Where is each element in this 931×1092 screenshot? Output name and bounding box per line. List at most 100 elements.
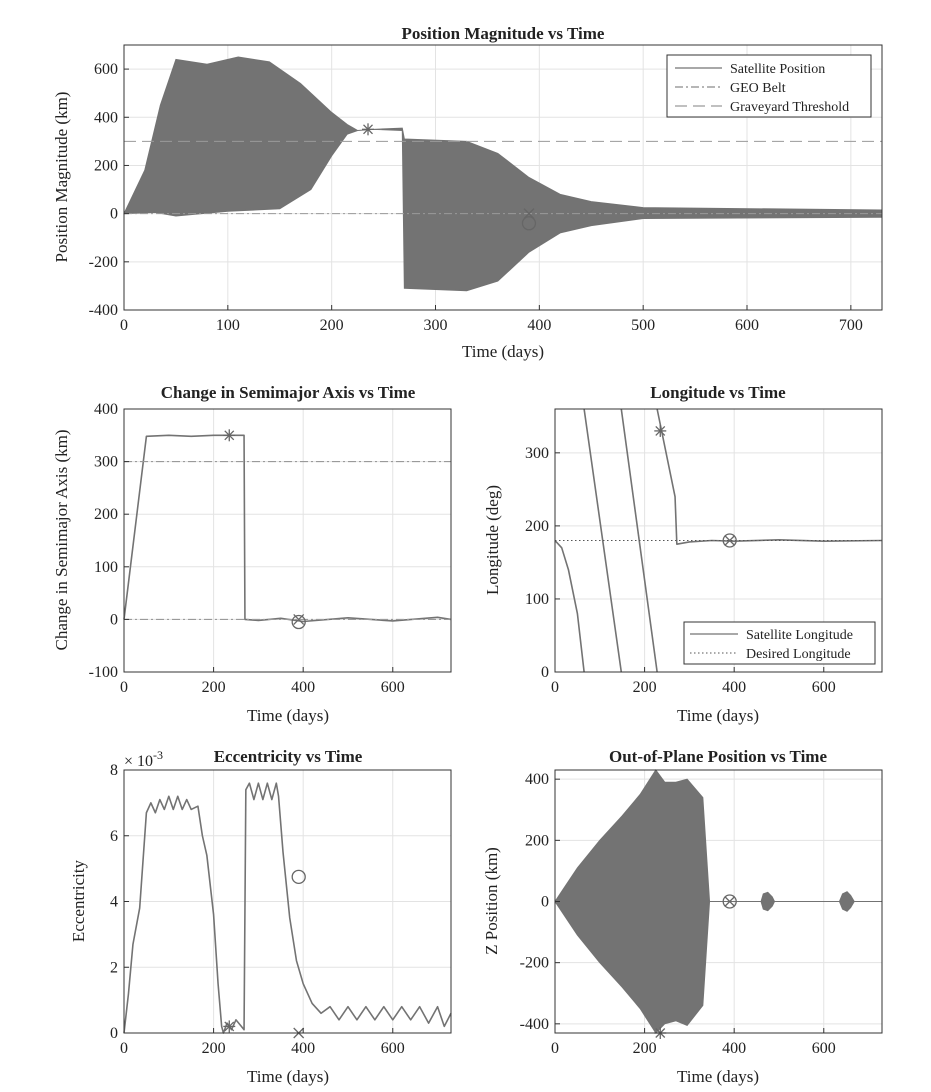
series-line-satellite-longitude: [583, 408, 623, 673]
marker-asterisk: [654, 424, 667, 437]
y-tick-label: 200: [94, 506, 118, 523]
y-tick-label: 0: [541, 894, 549, 911]
x-tick-label: 200: [633, 1040, 657, 1057]
y-tick-label: 100: [94, 559, 118, 576]
marker-x: [724, 535, 736, 546]
x-tick-label: 0: [120, 317, 128, 334]
x-tick-label: 300: [424, 317, 448, 334]
marker-circle: [291, 869, 306, 884]
x-tick-label: 700: [839, 317, 863, 334]
legend-label-satellite-position: Satellite Position: [730, 62, 825, 77]
x-tick-label: 400: [291, 679, 315, 696]
legend-label-graveyard-threshold: Graveyard Threshold: [730, 100, 849, 115]
y-axis-label: Longitude (deg): [483, 485, 502, 595]
x-tick-label: 200: [202, 679, 226, 696]
legend: Satellite Position GEO Belt Graveyard Th…: [666, 54, 872, 118]
plot-area: [554, 769, 882, 1039]
series-band-satellite-position: [123, 56, 883, 292]
series-band-series: [760, 891, 776, 912]
plot-area: [123, 782, 452, 1039]
x-tick-label: 600: [381, 679, 405, 696]
tick-labels: 0 200 400 600 -400 -200 0 200 400: [520, 771, 836, 1057]
x-tick-label: 0: [120, 1040, 128, 1057]
y-axis-label: Position Magnitude (km): [52, 92, 71, 263]
y-tick-label: 200: [525, 518, 549, 535]
y-axis-exponent: × 10-3: [124, 748, 163, 770]
marker-asterisk: [362, 123, 375, 136]
y-tick-label: -400: [520, 1016, 549, 1033]
marker-circle: [291, 614, 306, 630]
y-tick-label: 0: [110, 206, 118, 223]
chart-title: Out-of-Plane Position vs Time: [609, 747, 827, 766]
x-tick-label: 100: [216, 317, 240, 334]
y-tick-label: -400: [89, 302, 118, 319]
x-tick-label: 400: [722, 1040, 746, 1057]
axes-frame: [554, 408, 883, 673]
series-line-series: [123, 782, 452, 1034]
y-tick-label: -200: [89, 254, 118, 271]
marker-x: [724, 896, 736, 907]
axes-frame: [123, 408, 452, 673]
y-axis-label: Z Position (km): [482, 847, 501, 955]
y-tick-label: 6: [110, 828, 118, 845]
chart-outofplane: 0 200 400 600 -400 -200 0 200 400 Out-of-Plane P…: [482, 747, 883, 1086]
chart-title: Change in Semimajor Axis vs Time: [161, 383, 416, 402]
axes-frame: [123, 44, 883, 311]
marker-circle: [722, 894, 737, 909]
x-tick-label: 0: [120, 679, 128, 696]
tick-labels: 0 200 400 600 0 100 200 300: [525, 445, 836, 696]
chart-title: Longitude vs Time: [650, 383, 786, 402]
marker-circle: [722, 533, 737, 548]
legend-label-satellite-longitude: Satellite Longitude: [746, 628, 853, 643]
chart-title: Position Magnitude vs Time: [402, 24, 605, 43]
y-tick-label: 300: [525, 445, 549, 462]
x-tick-label: 200: [633, 679, 657, 696]
x-tick-label: 600: [812, 679, 836, 696]
x-axis-label: Time (days): [247, 706, 329, 725]
series-line-satellite-longitude: [656, 408, 883, 545]
y-axis-label: Eccentricity: [69, 859, 88, 942]
x-tick-label: 400: [722, 679, 746, 696]
exponent-base: × 10: [124, 753, 153, 770]
y-tick-label: 0: [110, 1025, 118, 1042]
x-tick-label: 600: [735, 317, 759, 334]
series-line-series: [123, 434, 452, 623]
x-tick-label: 600: [812, 1040, 836, 1057]
legend-label-geo-belt: GEO Belt: [730, 81, 786, 96]
y-tick-label: 0: [110, 611, 118, 628]
x-tick-label: 0: [551, 1040, 559, 1057]
y-tick-label: 200: [94, 157, 118, 174]
chart-title: Eccentricity vs Time: [214, 747, 363, 766]
plot-area: [554, 408, 883, 673]
legend-label-desired-longitude: Desired Longitude: [746, 647, 851, 662]
chart-eccentricity: 0 200 400 600 0 2 4 6 8 Eccentricity vs Time × 1…: [69, 747, 452, 1086]
x-axis-label: Time (days): [677, 706, 759, 725]
marker-asterisk: [223, 1020, 236, 1033]
x-tick-label: 600: [381, 1040, 405, 1057]
marker-circle: [521, 216, 537, 231]
y-tick-label: 0: [541, 664, 549, 681]
legend: Satellite Longitude Desired Longitude: [683, 621, 876, 665]
series-band-series: [838, 891, 855, 912]
chart-longitude: 0 200 400 600 0 100 200 300 Longitude vs Time T…: [483, 383, 883, 725]
y-tick-label: 400: [94, 109, 118, 126]
y-tick-label: -100: [89, 664, 118, 681]
exponent-power: -3: [153, 748, 163, 762]
y-tick-label: 4: [110, 894, 118, 911]
y-tick-label: -200: [520, 955, 549, 972]
marker-asterisk: [223, 429, 236, 442]
y-tick-label: 600: [94, 61, 118, 78]
x-tick-label: 200: [202, 1040, 226, 1057]
y-tick-label: 200: [525, 832, 549, 849]
x-tick-label: 400: [291, 1040, 315, 1057]
y-tick-label: 400: [94, 401, 118, 418]
tick-labels: 0 100 200 300 400 500 600 700 -400 -200 0 200 400 600: [89, 61, 863, 334]
x-axis-label: Time (days): [677, 1067, 759, 1086]
series-band-series: [554, 769, 882, 1034]
plot-area: [123, 56, 883, 292]
grid: [124, 408, 451, 672]
x-axis-label: Time (days): [247, 1067, 329, 1086]
